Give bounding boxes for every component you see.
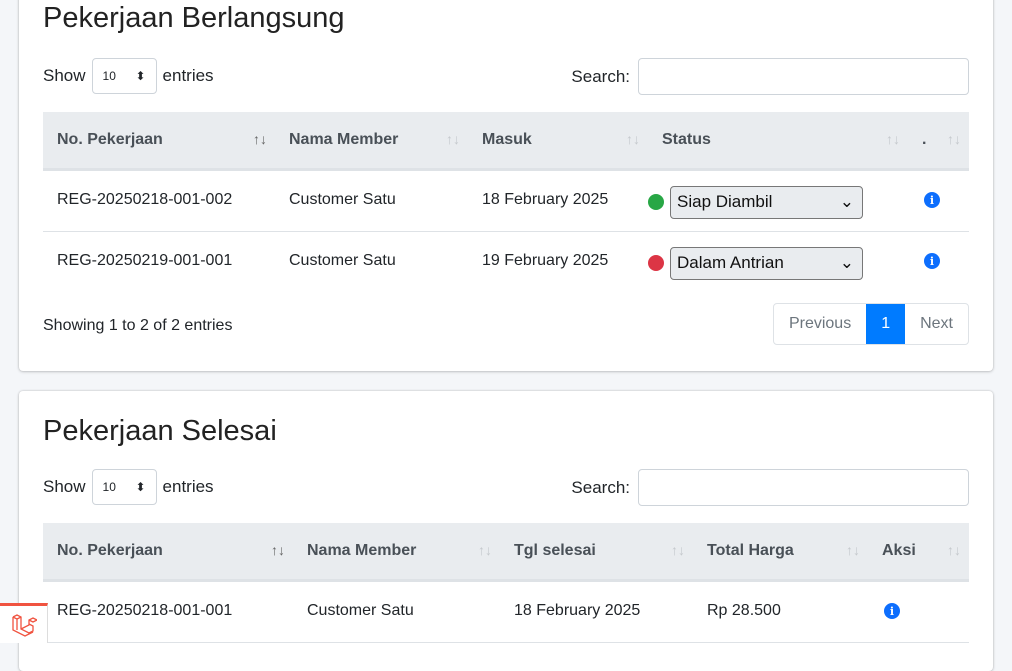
col-label: Masuk [482,130,532,148]
chevron-down-icon: ⌄ [839,192,854,211]
ongoing-jobs-card: Pekerjaan Berlangsung Show 10 ⬍ entries S… [19,0,993,371]
info-circle-icon[interactable]: i [924,192,940,208]
ongoing-table: No. Pekerjaan ↑↓ Nama Member ↑↓ Masuk ↑↓ St… [43,112,969,293]
status-cell: Siap Diambil ⌄ [648,169,908,232]
col-label: Total Harga [707,541,794,559]
info-circle-icon[interactable]: i [884,603,900,619]
previous-button[interactable]: Previous [788,315,852,332]
col-member[interactable]: Nama Member ↑↓ [275,112,468,171]
action-cell: i [868,580,969,643]
date-in: 19 February 2025 [482,251,609,269]
pagination: Previous 1 Next [772,303,969,345]
col-label: Aksi [882,541,916,559]
col-label: No. Pekerjaan [57,130,163,148]
col-status[interactable]: Status ↑↓ [648,112,908,171]
action-cell: i [908,169,969,232]
col-action[interactable]: Aksi ↑↓ [868,523,969,582]
sort-arrows-icon: ↑↓ [446,131,460,147]
finished-jobs-card: Pekerjaan Selesai Show 10 ⬍ entries Searc… [19,391,993,671]
status-select[interactable]: Siap Diambil ⌄ [670,185,863,219]
search: Search: [571,58,969,95]
entries-length: Show 10 ⬍ entries [43,58,214,94]
date-in: 18 February 2025 [468,169,648,232]
sort-caret-icon: ⬍ [135,480,146,494]
sort-arrows-icon: ↑↓ [626,131,640,147]
search-input[interactable] [638,469,969,506]
col-label: . [922,130,927,148]
col-label: Nama Member [289,130,399,148]
card-title: Pekerjaan Selesai [43,415,277,447]
table-info: Showing 1 to 2 of 2 entries [43,317,233,334]
sort-caret-icon: ⬍ [135,69,146,83]
status-dot [648,255,664,271]
entries-select[interactable]: 10 ⬍ [91,58,157,94]
table-row: REG-20250218-001-002 Customer Satu 18 Fe… [43,169,969,232]
member-name: Customer Satu [275,169,468,232]
sort-arrows-icon: ↑↓ [886,131,900,147]
status-value: Dalam Antrian [677,253,784,272]
entries-label: entries [162,66,214,85]
col-no[interactable]: No. Pekerjaan ↑↓ [43,523,293,582]
page-1-button[interactable]: 1 [866,304,906,344]
show-label: Show [43,477,86,496]
member-name: Customer Satu [293,580,500,643]
search: Search: [571,469,969,506]
sort-arrows-icon: ↑↓ [478,542,492,558]
status-dot [648,194,664,210]
job-number: REG-20250218-001-001 [43,580,293,643]
sort-arrows-icon: ↑↓ [846,542,860,558]
table-row: REG-20250218-001-001 Customer Satu 18 Fe… [43,580,969,643]
search-label: Search: [571,66,630,86]
entries-length: Show 10 ⬍ entries [43,469,214,505]
col-label: Tgl selesai [514,541,596,559]
sort-arrows-icon: ↑↓ [253,131,267,147]
show-label: Show [43,66,86,85]
laravel-logo-icon [11,613,37,637]
col-action[interactable]: . ↑↓ [908,112,969,171]
sort-arrows-icon: ↑↓ [671,542,685,558]
search-input[interactable] [638,58,969,95]
job-number: REG-20250219-001-001 [57,251,233,269]
laravel-logo[interactable] [0,603,48,643]
col-date[interactable]: Masuk ↑↓ [468,112,648,171]
table-row: REG-20250219-001-001 Customer Satu 19 Fe… [43,231,969,293]
status-select[interactable]: Dalam Antrian ⌄ [670,246,863,280]
action-cell: i [908,231,969,293]
col-label: Status [662,130,711,148]
col-label: Nama Member [307,541,417,559]
card-title: Pekerjaan Berlangsung [43,2,345,34]
entries-value: 10 [102,480,116,494]
col-label: No. Pekerjaan [57,541,163,559]
sort-arrows-icon: ↑↓ [947,131,961,147]
finished-table: No. Pekerjaan ↑↓ Nama Member ↑↓ Tgl selesa… [43,523,969,643]
sort-arrows-icon: ↑↓ [271,542,285,558]
entries-select[interactable]: 10 ⬍ [91,469,157,505]
job-number: REG-20250218-001-002 [43,169,275,232]
col-member[interactable]: Nama Member ↑↓ [293,523,500,582]
search-label: Search: [571,477,630,497]
entries-label: entries [162,477,214,496]
col-finish-date[interactable]: Tgl selesai ↑↓ [500,523,693,582]
entries-value: 10 [102,69,116,83]
member-name: Customer Satu [289,251,396,269]
sort-arrows-icon: ↑↓ [947,542,961,558]
col-no[interactable]: No. Pekerjaan ↑↓ [43,112,275,171]
status-cell: Dalam Antrian ⌄ [648,231,908,293]
chevron-down-icon: ⌄ [839,253,854,272]
info-circle-icon[interactable]: i [924,253,940,269]
total-price: Rp 28.500 [693,580,868,643]
col-total[interactable]: Total Harga ↑↓ [693,523,868,582]
next-button[interactable]: Next [920,315,953,332]
status-value: Siap Diambil [677,192,773,211]
finish-date: 18 February 2025 [500,580,693,643]
